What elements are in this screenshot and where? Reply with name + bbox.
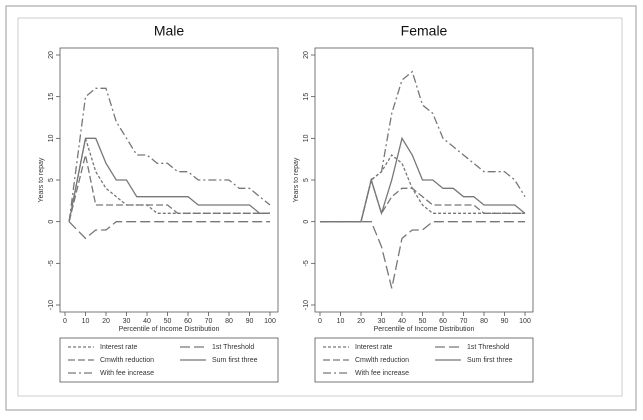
x-tick-label: 0: [63, 318, 67, 325]
y-tick-label: 10: [48, 134, 55, 142]
y-tick-label: 5: [48, 178, 55, 182]
y-tick-label: 15: [48, 93, 55, 101]
x-tick-label: 10: [337, 318, 345, 325]
legend: [314, 337, 534, 383]
legend-label: Sum first three: [212, 357, 258, 364]
legend-label: Sum first three: [467, 357, 513, 364]
y-tick-label: 0: [303, 220, 310, 224]
x-tick-label: 30: [378, 318, 386, 325]
panel-title: Male: [154, 23, 185, 39]
series-line: [320, 154, 525, 223]
x-tick-label: 20: [102, 318, 110, 325]
y-tick-label: -5: [303, 260, 310, 266]
y-tick-label: -10: [303, 300, 310, 310]
x-tick-label: 80: [480, 318, 488, 325]
legend-label: With fee increase: [100, 370, 154, 377]
y-tick-label: 20: [48, 51, 55, 59]
y-axis-title: Years to repay: [293, 157, 300, 202]
y-tick-label: 10: [303, 134, 310, 142]
legend-label: Cmwlth reduction: [355, 357, 409, 364]
y-axis-title: Years to repay: [38, 157, 45, 202]
x-tick-label: 50: [164, 318, 172, 325]
x-tick-label: 90: [501, 318, 509, 325]
series-line: [68, 138, 270, 222]
series-line: [68, 154, 270, 222]
x-tick-label: 30: [123, 318, 131, 325]
x-tick-label: 60: [184, 318, 192, 325]
x-axis-title: Percentile of Income Distribution: [374, 326, 475, 333]
legend-label: 1st Threshold: [212, 344, 254, 351]
x-tick-label: 70: [460, 318, 468, 325]
legend-label: With fee increase: [355, 370, 409, 377]
series-line: [68, 87, 271, 222]
x-tick-label: 40: [143, 318, 151, 325]
y-tick-label: -10: [48, 300, 55, 310]
x-tick-label: 20: [357, 318, 365, 325]
x-tick-label: 0: [318, 318, 322, 325]
x-tick-label: 100: [264, 318, 276, 325]
legend-label: Cmwlth reduction: [100, 357, 154, 364]
legend-label: 1st Threshold: [467, 344, 509, 351]
legend-label: Interest rate: [355, 344, 392, 351]
x-tick-label: 80: [225, 318, 233, 325]
x-axis-title: Percentile of Income Distribution: [119, 326, 220, 333]
series-line: [68, 137, 270, 222]
x-tick-label: 90: [246, 318, 254, 325]
y-tick-label: 5: [303, 178, 310, 182]
x-tick-label: 100: [519, 318, 531, 325]
series-line: [68, 221, 270, 240]
x-tick-label: 70: [205, 318, 213, 325]
y-tick-label: 15: [303, 93, 310, 101]
y-tick-label: -5: [48, 260, 55, 266]
x-tick-label: 10: [82, 318, 90, 325]
legend-label: Interest rate: [100, 344, 137, 351]
legend: [59, 337, 279, 383]
y-tick-label: 0: [48, 220, 55, 224]
panel-title: Female: [401, 23, 448, 39]
graph-region: [17, 17, 623, 397]
x-tick-label: 60: [439, 318, 447, 325]
x-tick-label: 40: [398, 318, 406, 325]
x-tick-label: 50: [419, 318, 427, 325]
series-line: [320, 70, 526, 223]
y-tick-label: 20: [303, 51, 310, 59]
